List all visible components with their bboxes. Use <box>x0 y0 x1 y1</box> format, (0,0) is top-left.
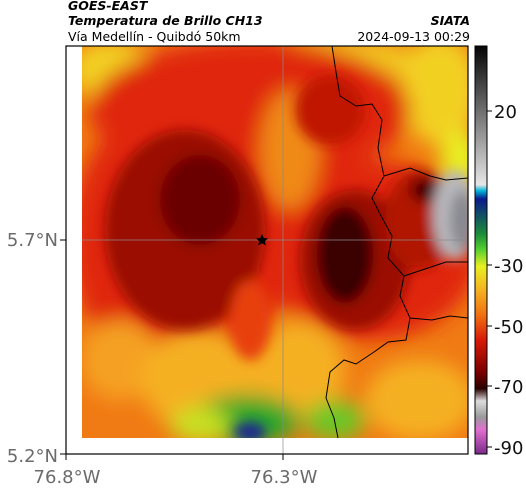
colorbar-tick-label: 20 <box>494 102 517 123</box>
graticule <box>82 46 468 454</box>
colorbar: 20 -30 -50 -70 -90 <box>474 45 523 459</box>
source-label: SIATA <box>430 13 470 28</box>
coastline <box>325 46 468 438</box>
station-star-icon <box>256 234 268 246</box>
axis-ticks <box>60 239 284 460</box>
x-tick-label: 76.8°W <box>34 467 101 488</box>
colorbar-tick-label: -50 <box>494 317 523 338</box>
datetime-label: 2024-09-13 00:29 <box>357 29 470 44</box>
colorbar-tick-label: -70 <box>494 377 523 398</box>
x-tick-label: 76.3°W <box>251 467 318 488</box>
map-frame <box>65 45 469 455</box>
satellite-title: GOES-EAST <box>68 0 148 13</box>
region-subtitle: Vía Medellín - Quibdó 50km <box>68 29 241 44</box>
y-tick-label: 5.7°N <box>7 230 58 251</box>
product-title: Temperatura de Brillo CH13 <box>68 13 263 28</box>
y-tick-label: 5.2°N <box>7 446 58 467</box>
colorbar-tick-label: -90 <box>494 438 523 459</box>
colorbar-tick-label: -30 <box>494 256 523 277</box>
temperature-field <box>82 46 468 438</box>
